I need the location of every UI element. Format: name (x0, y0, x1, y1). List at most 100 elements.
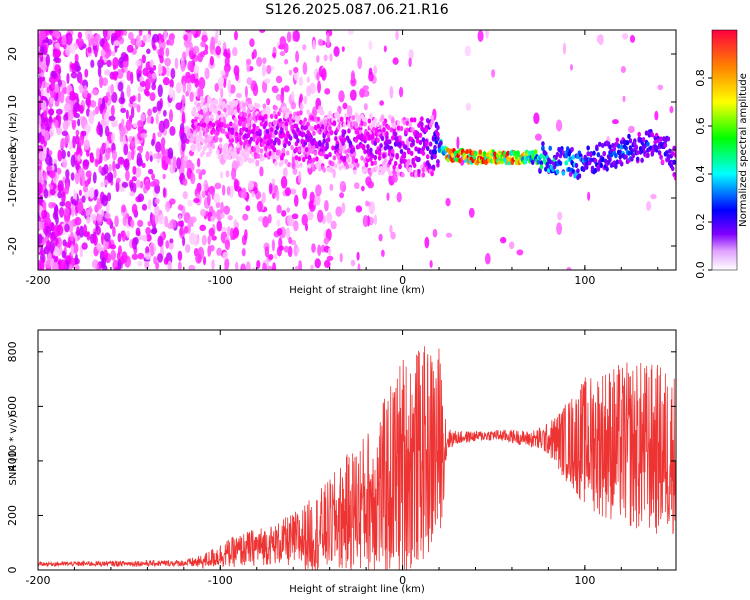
spectrogram-noise-blob (167, 260, 172, 270)
spectrogram-noise-blob (77, 154, 81, 162)
spectrogram-ridge-blob (609, 148, 614, 154)
spectrogram-noise-blob (293, 220, 299, 232)
spectrogram-ridge-blob (215, 149, 220, 155)
spectrogram-ridge-blob (287, 161, 291, 168)
spectrogram-ridge-blob (329, 130, 334, 136)
spectrogram-ridge-blob (258, 115, 262, 121)
spectrogram-noise-blob (55, 108, 63, 115)
spectrogram-ridge-blob (322, 138, 326, 144)
spectrogram-ridge-blob (430, 154, 434, 160)
spectrogram-noise-blob (68, 220, 74, 233)
spectrogram-ridge-blob (541, 141, 545, 147)
spectrogram-noise-blob (82, 159, 89, 170)
spectrogram-noise-blob (221, 184, 226, 196)
spectrogram-noise-blob (144, 180, 151, 191)
spectrogram-ridge-blob (323, 119, 328, 125)
spectrogram-noise-blob (65, 44, 72, 56)
spectrogram-noise-blob (132, 182, 137, 194)
spectrogram-noise-blob (123, 30, 128, 36)
spectrogram-noise-blob (569, 63, 574, 71)
spectrogram-noise-blob (88, 111, 95, 125)
spectrogram-noise-blob (200, 41, 207, 48)
spectrogram-ridge-blob (252, 111, 256, 117)
spectrogram-ridge-blob (373, 117, 378, 123)
spectrogram-ridge-blob (367, 118, 372, 124)
spectrogram-noise-blob (131, 148, 135, 161)
spectrogram-ridge-blob (539, 164, 544, 170)
spectrogram-noise-blob (279, 36, 287, 47)
spectrogram-noise-blob (251, 267, 257, 270)
spectrogram-ridge-blob (548, 159, 553, 165)
spectrogram-ridge-blob (571, 154, 576, 160)
spectrogram-noise-blob (149, 155, 153, 163)
spectrogram-noise-blob (111, 149, 118, 161)
spectrogram-ridge-blob (223, 154, 227, 160)
spectrogram-ridge-blob (207, 143, 211, 149)
spectrogram-noise-blob (272, 262, 277, 270)
spectrogram-ridge-blob (363, 149, 367, 155)
spectrogram-noise-blob (311, 243, 316, 253)
spectrogram-ridge-blob (268, 150, 273, 157)
spectrogram-noise-blob (73, 102, 81, 112)
spectrogram-noise-blob (83, 139, 90, 150)
spectrogram-noise-blob (78, 167, 85, 178)
spectrogram-noise-blob (316, 71, 320, 81)
spectrogram-noise-blob (555, 119, 563, 132)
spectrogram-noise-blob (75, 129, 80, 136)
spectrogram-ridge-blob (390, 117, 395, 123)
spectrogram-ridge-blob (269, 126, 274, 133)
spectrogram-noise-blob (136, 152, 142, 166)
spectrogram-noise-blob (169, 198, 176, 205)
spectrogram-ridge-blob (285, 150, 290, 156)
spectrogram-noise-blob (101, 209, 105, 218)
spectrogram-ridge-blob (301, 131, 306, 137)
spectrogram-noise-blob (104, 125, 110, 137)
spectrogram-ridge-blob (672, 159, 676, 165)
spectrogram-noise-blob (235, 92, 243, 99)
snr-marks (38, 346, 676, 570)
spectrogram-noise-blob (314, 194, 321, 206)
spectrogram-noise-blob (158, 214, 165, 225)
spectrogram-ridge-blob (211, 143, 216, 149)
spectrogram-noise-blob (244, 85, 248, 99)
spectrogram-noise-blob (121, 204, 126, 213)
spectrogram-ridge-blob (599, 162, 604, 168)
snr-ylabel: SNR (10 * v/v) (8, 414, 19, 485)
spectrogram-ridge-blob (353, 162, 357, 168)
spectrogram-noise-blob (91, 36, 98, 46)
spectrogram-ridge-blob (243, 112, 248, 118)
spectrogram-noise-blob (621, 33, 629, 40)
spectrogram-ridge-blob (421, 172, 426, 178)
spectrogram-noise-blob (38, 115, 42, 127)
spectrogram-noise-blob (74, 264, 80, 270)
spectrogram-ridge-blob (374, 127, 379, 133)
spectrogram-noise-blob (271, 178, 276, 186)
spectrogram-noise-blob (290, 91, 295, 101)
spectrogram-ridge-blob (210, 114, 214, 120)
spectrogram-noise-blob (119, 186, 125, 193)
spectrogram-noise-blob (129, 191, 135, 197)
spectrogram-noise-blob (133, 122, 138, 128)
spectrogram-noise-blob (97, 65, 102, 78)
spectrogram-noise-blob (168, 109, 174, 123)
spectrogram-noise-blob (183, 225, 189, 234)
spectrogram-noise-blob (154, 183, 161, 194)
spectrogram-noise-blob (317, 38, 324, 46)
spectrogram-ridge-blob (338, 165, 343, 171)
spectrogram-ridge-blob (204, 138, 208, 144)
spectrogram-ridge-blob (320, 110, 325, 116)
spectrogram-ridge-blob (409, 171, 414, 177)
spectrogram-noise-blob (317, 80, 321, 94)
spectrogram-noise-blob (198, 76, 206, 90)
spectrogram-noise-blob (275, 93, 281, 101)
spectrogram-noise-blob (669, 105, 674, 114)
spectrogram-noise-blob (115, 163, 121, 170)
spectrogram-noise-blob (50, 77, 55, 90)
spectrogram-ridge-blob (338, 149, 343, 155)
spectrogram-noise-blob (268, 182, 273, 195)
spectrogram-ridge-blob (608, 144, 612, 150)
spectrogram-ridge-blob (227, 154, 232, 160)
spectrogram-ridge-blob (396, 171, 401, 177)
spectrogram-noise-blob (62, 120, 69, 131)
spectrogram-noise-blob (359, 88, 366, 98)
